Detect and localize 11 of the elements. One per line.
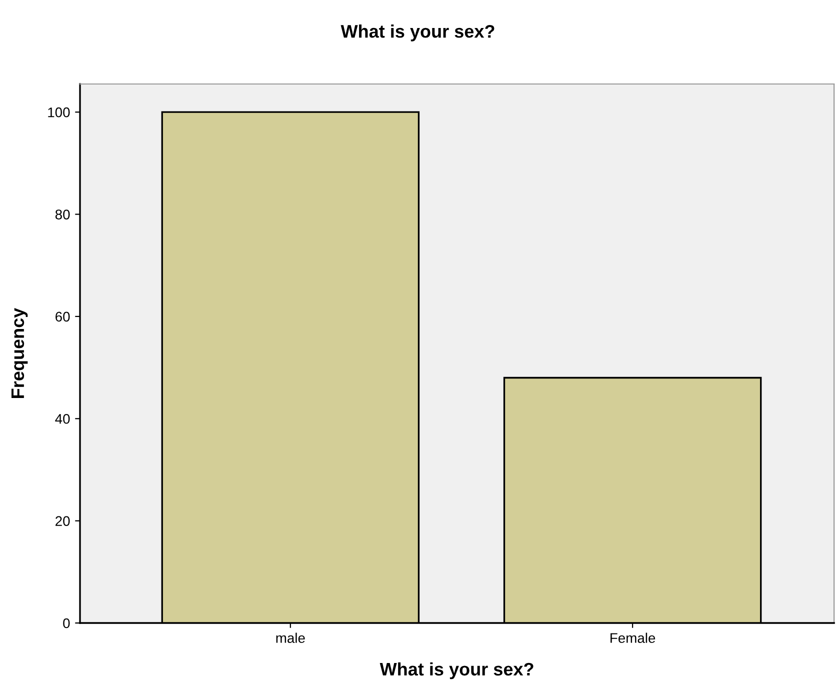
y-tick-label: 100 [48,107,70,118]
y-tick-label: 0 [63,618,70,628]
y-tick-label: 80 [55,210,70,220]
chart-title: What is your sex? [340,24,494,42]
x-axis-title: What is your sex? [380,662,534,680]
x-tick-label: Female [610,632,656,643]
y-tick-label: 20 [56,516,70,526]
y-axis-title: Frequency [12,308,28,398]
y-tick-label: 40 [55,414,70,424]
y-tick-label: 60 [56,312,70,322]
x-tick-label: male [276,632,305,643]
